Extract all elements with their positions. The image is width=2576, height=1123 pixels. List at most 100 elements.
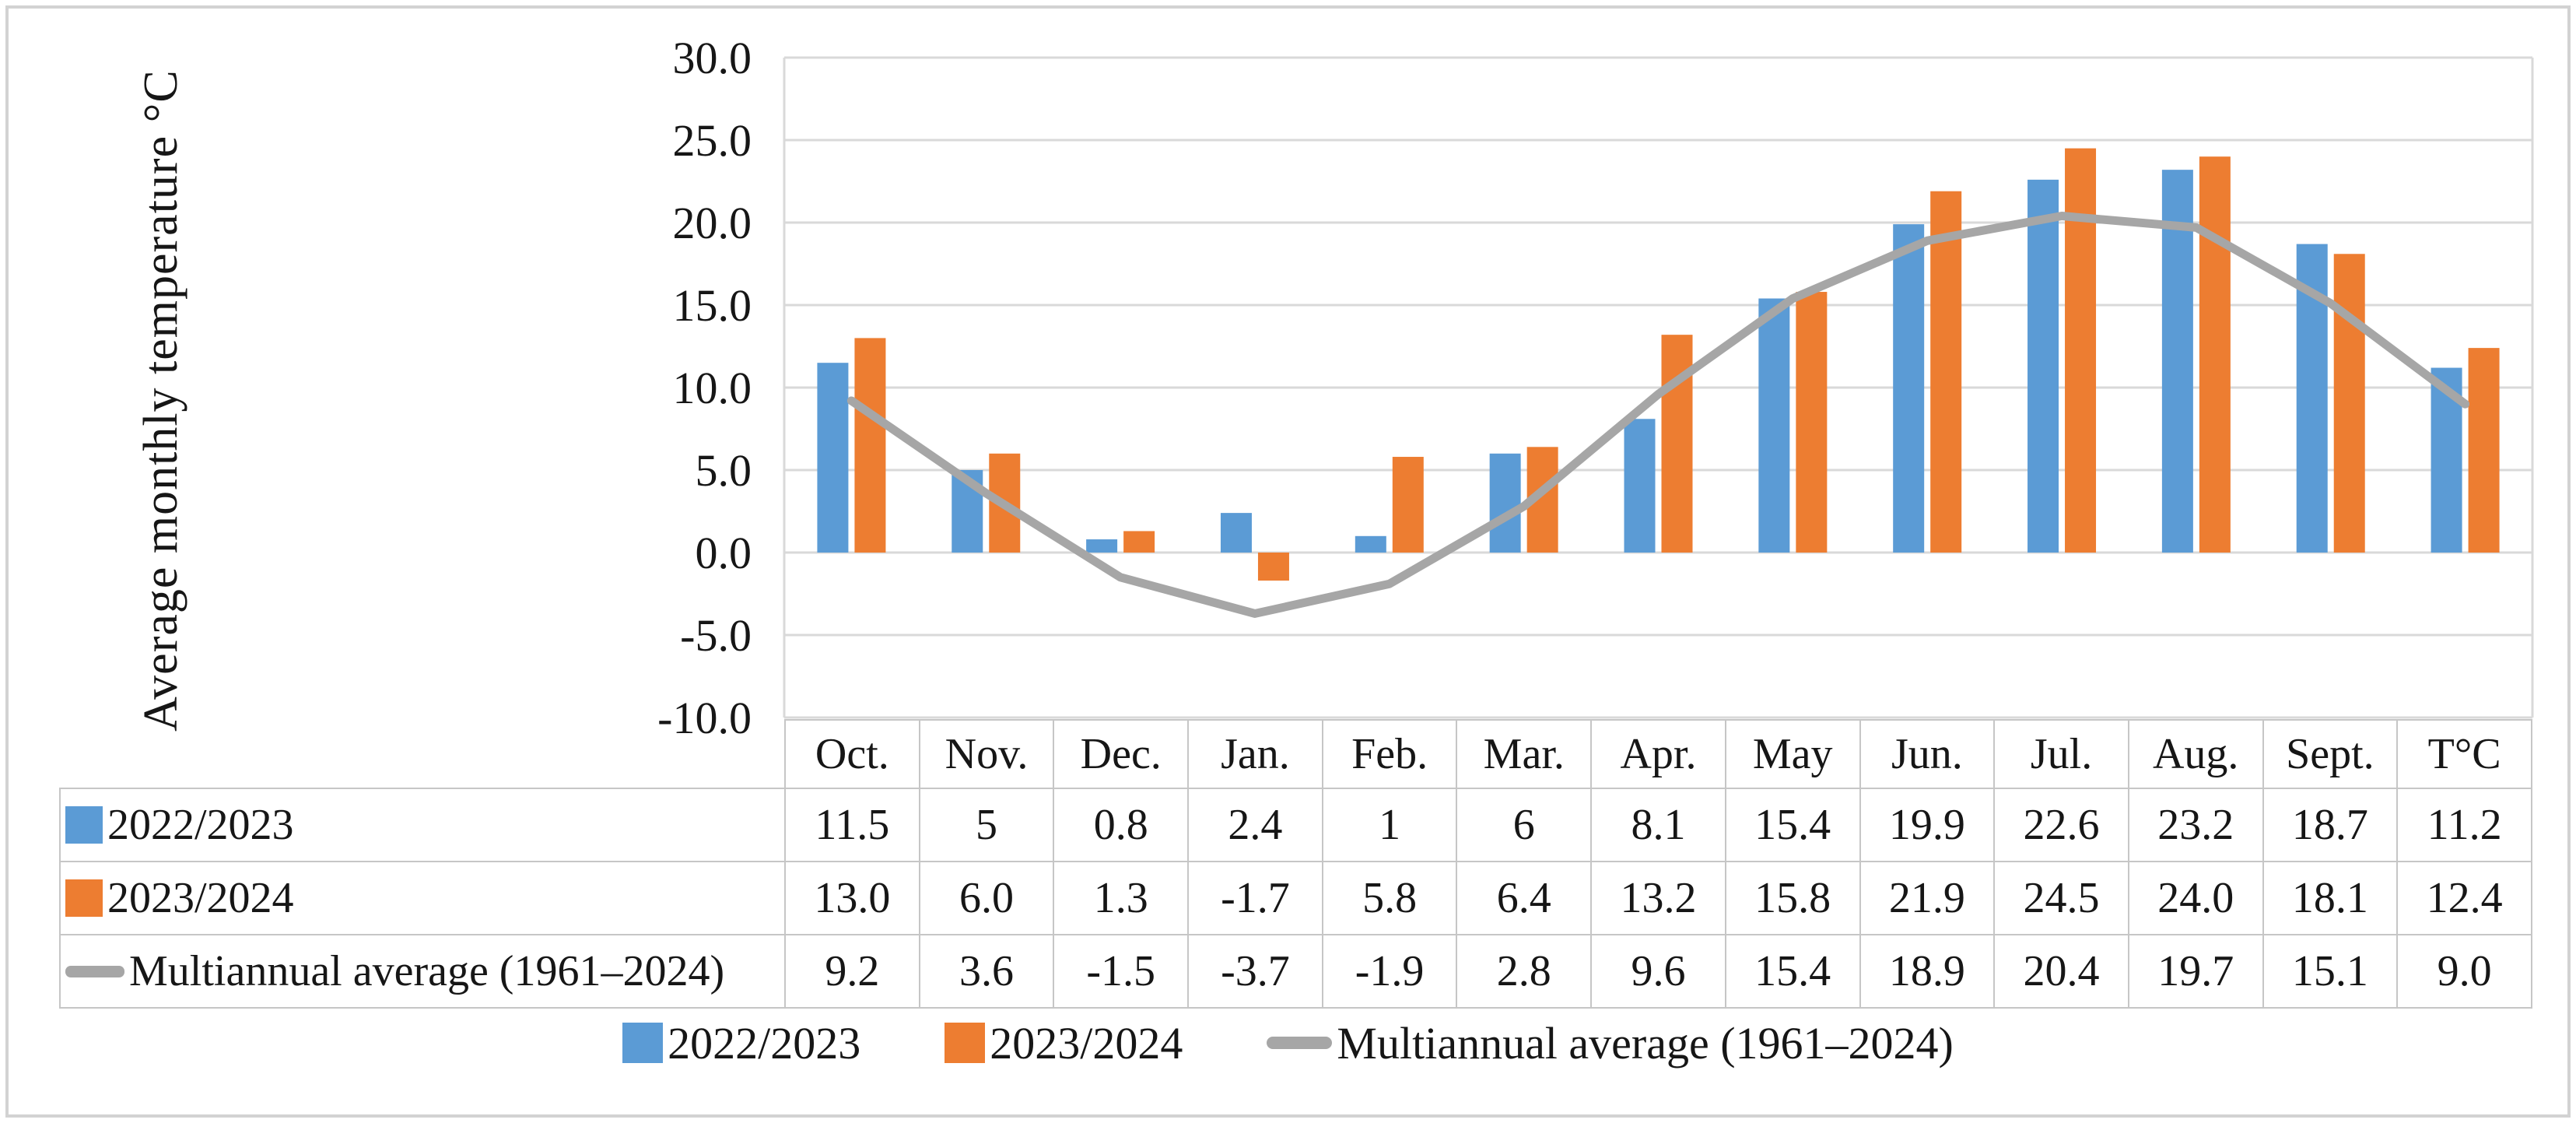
table-cell: 1 <box>1321 788 1458 862</box>
bar-2023-2024-Feb <box>1392 457 1424 553</box>
table-body: 2022/2023 11.5 5 0.8 2.4 1 6 8.1 15.4 19.9 22.6 23.… <box>59 788 2532 1009</box>
bar-2022-2023-Jul <box>2028 179 2059 553</box>
bar-2022-2023-Oct <box>817 363 849 553</box>
bar-2022-2023-Feb <box>1355 535 1386 553</box>
table-cell: 6.0 <box>918 861 1055 935</box>
table-cell: -3.7 <box>1187 934 1323 1009</box>
table-cell: 12.4 <box>2396 861 2532 935</box>
table-cell: 22.6 <box>1993 788 2129 862</box>
y-tick-label: 0.0 <box>696 528 752 578</box>
y-tick-label: 15.0 <box>673 280 752 331</box>
legend-item-multiannual-average: Multiannual average (1961–2024) <box>1267 1017 1954 1069</box>
legend-label: 2023/2024 <box>990 1017 1183 1069</box>
table-cell: 2.4 <box>1187 788 1323 862</box>
table-cell: 3.6 <box>918 934 1055 1009</box>
bar-line-chart: 30.0 25.0 20.0 15.0 10.0 5.0 0.0 -5.0 -10.0 <box>657 33 2534 743</box>
multiannual-average-line <box>846 212 2470 618</box>
month-header-cell: Aug. <box>2127 719 2264 789</box>
y-tick-label: 10.0 <box>673 363 752 413</box>
table-cell: 19.7 <box>2127 934 2264 1009</box>
y-tick-label: 5.0 <box>696 445 752 496</box>
legend-label: 2022/2023 <box>668 1017 861 1069</box>
month-header-cell: Jan. <box>1187 719 1323 789</box>
table-cell: 24.0 <box>2127 861 2264 935</box>
table-cell: 6 <box>1456 788 1593 862</box>
table-cell: 15.4 <box>1724 934 1861 1009</box>
row-label: Multiannual average (1961–2024) <box>129 947 725 995</box>
table-cell: 19.9 <box>1859 788 1996 862</box>
month-header-cell: Mar. <box>1456 719 1593 789</box>
table-cell: 18.7 <box>2262 788 2399 862</box>
bar-2023-2024-Sept <box>2333 254 2365 553</box>
bar-2023-2024-Jun <box>1930 191 1962 553</box>
month-header-cell: Apr. <box>1590 719 1726 789</box>
bar-2022-2023-May <box>1758 298 1790 553</box>
month-header-cell: Sept. <box>2262 719 2399 789</box>
y-axis-title: Average monthly temperature °C <box>135 69 188 732</box>
table-cell: 18.1 <box>2262 861 2399 935</box>
bar-2022-2023-Aug <box>2161 170 2193 553</box>
bar-2022-2023-Jan <box>1220 513 1252 553</box>
table-cell: -1.5 <box>1053 934 1190 1009</box>
month-header-cell: Jun. <box>1859 719 1996 789</box>
table-cell: 8.1 <box>1590 788 1726 862</box>
month-header-cell: Jul. <box>1993 719 2129 789</box>
row-label-cell: 2022/2023 <box>59 788 786 862</box>
month-header-cell: May <box>1724 719 1861 789</box>
legend-swatch-2022-2023-icon <box>622 1023 664 1063</box>
y-tick-label: 20.0 <box>673 198 752 248</box>
legend-item-2023-2024: 2023/2024 <box>945 1017 1183 1069</box>
table-cell: 24.5 <box>1993 861 2129 935</box>
table-cell: 0.8 <box>1053 788 1190 862</box>
row-swatch-square-icon <box>65 806 103 844</box>
bar-2023-2024-May <box>1796 292 1828 553</box>
table-row: 2022/2023 11.5 5 0.8 2.4 1 6 8.1 15.4 19.9 22.6 23.… <box>59 788 2532 862</box>
bar-2023-2024-Oct <box>854 338 886 553</box>
table-corner-blank <box>60 720 785 788</box>
table-cell: 1.3 <box>1053 861 1190 935</box>
table-row: Multiannual average (1961–2024) 9.2 3.6 -1.… <box>59 934 2532 1009</box>
table-cell: 11.5 <box>784 788 920 862</box>
row-swatch-square-icon <box>65 879 103 917</box>
y-tick-label: -5.0 <box>680 610 752 661</box>
table-cell: 15.8 <box>1724 861 1861 935</box>
row-swatch-line-icon <box>65 965 124 977</box>
table-cell: -1.9 <box>1321 934 1458 1009</box>
table-cell: -1.7 <box>1187 861 1323 935</box>
table-cell: 21.9 <box>1859 861 1996 935</box>
table-cell: 13.0 <box>784 861 920 935</box>
row-label: 2023/2024 <box>107 874 294 922</box>
table-cell: 9.0 <box>2396 934 2532 1009</box>
table-header-row: Oct. Nov. Dec. Jan. Feb. Mar. Apr. May Jun. Jul. A… <box>60 719 2532 789</box>
bar-2023-2024-Jan <box>1257 553 1289 581</box>
legend-swatch-2023-2024-icon <box>945 1023 986 1063</box>
month-header-cell: Oct. <box>784 719 920 789</box>
data-table-wrap: Oct. Nov. Dec. Jan. Feb. Mar. Apr. May Jun. Jul. A… <box>59 719 2532 1009</box>
bar-2022-2023-Dec <box>1086 539 1118 553</box>
legend-label: Multiannual average (1961–2024) <box>1337 1017 1954 1069</box>
chart-legend: 2022/2023 2023/2024 Multiannual average … <box>0 1012 2576 1074</box>
bar-2022-2023-Mar <box>1489 453 1521 553</box>
table-row: 2023/2024 13.0 6.0 1.3 -1.7 5.8 6.4 13.2 15.8 21.… <box>59 861 2532 935</box>
table-cell: 15.1 <box>2262 934 2399 1009</box>
data-table: Oct. Nov. Dec. Jan. Feb. Mar. Apr. May Jun. Jul. A… <box>59 719 2532 1009</box>
bar-2023-2024-TC <box>2468 348 2500 553</box>
row-label-cell: 2023/2024 <box>59 861 786 935</box>
y-tick-label: 30.0 <box>673 33 752 83</box>
month-header-cell: Nov. <box>918 719 1055 789</box>
month-header-cell: T°C <box>2396 719 2532 789</box>
table-cell: 23.2 <box>2127 788 2264 862</box>
table-cell: 20.4 <box>1993 934 2129 1009</box>
legend-swatch-average-line-icon <box>1267 1037 1333 1049</box>
bar-2023-2024-Dec <box>1123 531 1155 553</box>
y-tick-label: -10.0 <box>657 693 752 743</box>
bar-2022-2023-Jun <box>1893 224 1925 553</box>
table-cell: 9.6 <box>1590 934 1726 1009</box>
month-header-cell: Dec. <box>1053 719 1190 789</box>
bar-2023-2024-Jul <box>2065 148 2097 553</box>
table-cell: 2.8 <box>1456 934 1593 1009</box>
month-header-cell: Feb. <box>1321 719 1458 789</box>
bar-2023-2024-Aug <box>2199 156 2231 553</box>
table-cell: 11.2 <box>2396 788 2532 862</box>
